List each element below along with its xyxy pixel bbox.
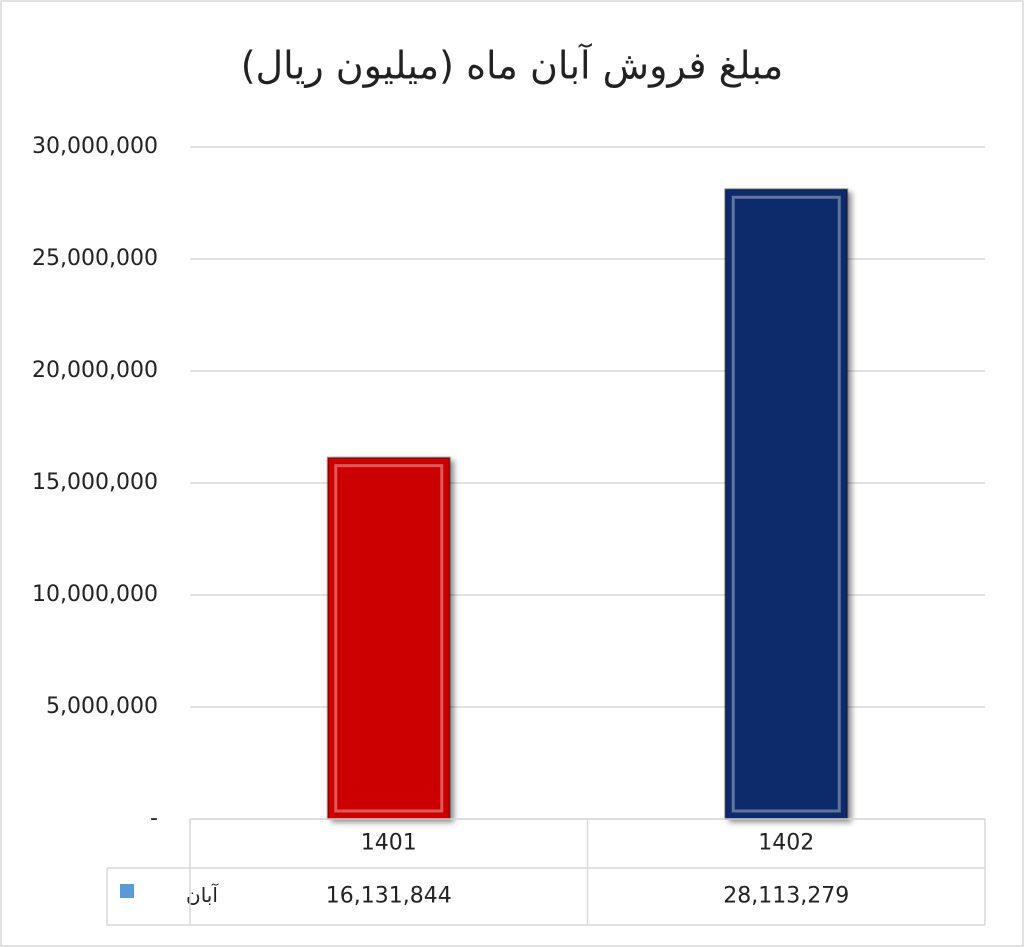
bar <box>326 456 451 820</box>
y-tick-label: 10,000,000 <box>32 582 158 607</box>
x-tick-label: 1402 <box>758 831 814 856</box>
y-tick-label: - <box>150 806 158 831</box>
y-tick-label: 30,000,000 <box>32 134 158 159</box>
table-value: 28,113,279 <box>723 884 849 909</box>
y-tick-label: 15,000,000 <box>32 470 158 495</box>
bar-bevel <box>334 464 444 813</box>
x-tick-label: 1401 <box>361 831 417 856</box>
y-tick-label: 5,000,000 <box>46 694 158 719</box>
y-tick-label: 20,000,000 <box>32 358 158 383</box>
table-value: 16,131,844 <box>326 884 452 909</box>
legend-key <box>120 884 134 898</box>
legend-label: آبان <box>186 882 219 907</box>
chart-title: مبلغ فروش آبان ماه (میلیون ریال) <box>241 43 784 89</box>
bar <box>724 188 849 820</box>
y-tick-label: 25,000,000 <box>32 246 158 271</box>
bar-bevel <box>731 195 841 813</box>
